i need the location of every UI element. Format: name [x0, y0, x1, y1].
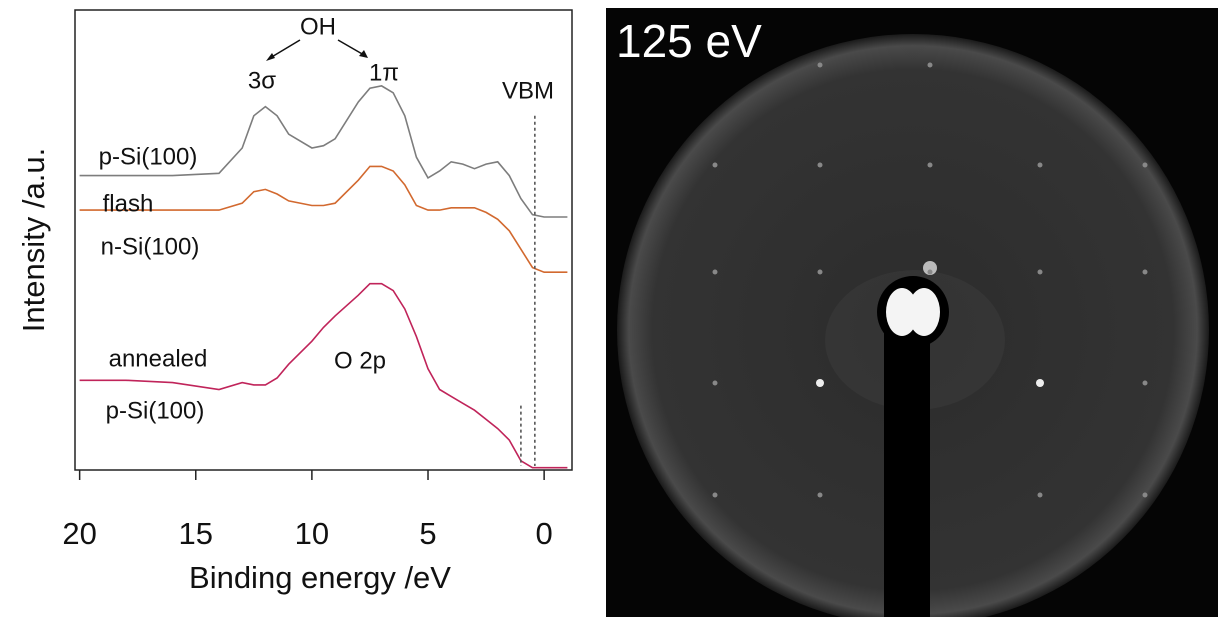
- y-axis-label: Intensity /a.u.: [16, 148, 51, 332]
- spot: [928, 270, 933, 275]
- series-label: n-Si(100): [101, 233, 200, 260]
- x-tick-label: 10: [295, 516, 329, 551]
- spot: [1038, 493, 1043, 498]
- spot: [1143, 493, 1148, 498]
- spot: [713, 381, 718, 386]
- x-tick-label: 15: [179, 516, 213, 551]
- spot: [1038, 270, 1043, 275]
- spot: [818, 63, 823, 68]
- spot: [713, 163, 718, 168]
- annotation: O 2p: [334, 347, 386, 374]
- x-tick-label: 20: [62, 516, 96, 551]
- spot: [818, 163, 823, 168]
- annotation: 1π: [369, 59, 399, 86]
- gun-holder: [884, 330, 930, 617]
- x-tick-label: 0: [536, 516, 553, 551]
- arrow-head: [266, 53, 275, 61]
- figure: Binding energy /eV Intensity /a.u. 20 15 1…: [0, 0, 1218, 617]
- spot: [1036, 379, 1044, 387]
- leed-image: 125 eV: [606, 8, 1218, 617]
- series-label: flash: [103, 190, 154, 217]
- spot: [1143, 381, 1148, 386]
- spot: [1143, 270, 1148, 275]
- spectrum-panel: Binding energy /eV Intensity /a.u. 20 15 1…: [16, 10, 572, 595]
- series-label: annealed: [109, 345, 208, 372]
- x-tick-label: 5: [419, 516, 436, 551]
- annotation: VBM: [502, 77, 554, 104]
- arrow: [338, 40, 364, 55]
- spot: [1143, 163, 1148, 168]
- spot: [816, 379, 824, 387]
- spot: [818, 270, 823, 275]
- x-axis-label: Binding energy /eV: [189, 560, 451, 595]
- image-label: 125 eV: [616, 15, 762, 67]
- spot: [1038, 163, 1043, 168]
- reflection: [908, 288, 940, 336]
- arrow: [270, 40, 300, 58]
- spot: [713, 270, 718, 275]
- spot: [818, 493, 823, 498]
- series-label: p-Si(100): [106, 397, 205, 424]
- annotation: OH: [300, 13, 336, 40]
- series-label: p-Si(100): [99, 143, 198, 170]
- spot: [928, 63, 933, 68]
- annotation: 3σ: [248, 67, 276, 94]
- arrow-head: [359, 50, 368, 58]
- spot: [713, 493, 718, 498]
- spot: [928, 163, 933, 168]
- spectrum-line: [80, 284, 568, 468]
